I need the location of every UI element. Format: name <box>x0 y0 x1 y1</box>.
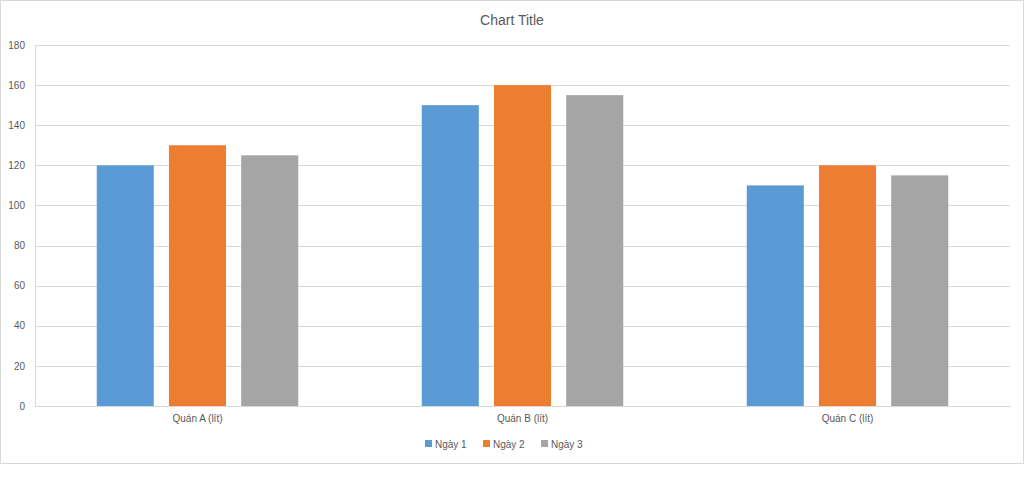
y-tick: 120 <box>8 160 35 171</box>
chart-frame <box>1 1 1024 464</box>
y-tick-label: 160 <box>8 80 25 91</box>
x-axis: Quán A (lít) Quán B (lít) Quán C (lít) <box>36 406 1011 424</box>
grid-line <box>35 406 1010 407</box>
y-tick-label: 40 <box>14 320 26 331</box>
legend-item: Ngày 1 <box>425 439 467 450</box>
bar <box>97 165 154 406</box>
y-tick-label: 100 <box>8 200 25 211</box>
bar <box>169 145 226 406</box>
grid-line <box>35 45 1010 46</box>
x-axis-line <box>36 406 1011 407</box>
y-tick-label: 180 <box>8 40 25 51</box>
legend-label: Ngày 2 <box>493 439 525 450</box>
bars <box>97 85 949 406</box>
bar <box>891 175 948 406</box>
bar <box>422 105 479 406</box>
legend-swatch <box>541 440 548 447</box>
y-tick-label: 20 <box>14 361 26 372</box>
y-axis-line <box>35 46 36 407</box>
legend-item: Ngày 2 <box>483 439 525 450</box>
legend: Ngày 1 Ngày 2 Ngày 3 <box>425 439 583 450</box>
x-tick: Quán B (lít) <box>497 406 548 424</box>
y-tick: 20 <box>14 361 35 372</box>
y-tick-label: 60 <box>14 280 26 291</box>
legend-item: Ngày 3 <box>541 439 583 450</box>
x-tick: Quán C (lít) <box>822 406 874 424</box>
x-tick-label: Quán B (lít) <box>497 413 548 424</box>
y-axis: 0 20 40 60 80 100 120 140 160 180 <box>8 40 35 412</box>
bar <box>747 185 804 406</box>
bar <box>241 155 298 406</box>
bar <box>566 95 623 406</box>
legend-label: Ngày 3 <box>551 439 583 450</box>
legend-label: Ngày 1 <box>435 439 467 450</box>
legend-swatch <box>483 440 490 447</box>
y-tick: 80 <box>14 240 35 251</box>
y-tick: 140 <box>8 120 35 131</box>
y-tick: 60 <box>14 280 35 291</box>
x-tick: Quán A (lít) <box>172 406 222 424</box>
grid <box>35 46 1010 407</box>
y-tick-label: 0 <box>19 401 25 412</box>
y-tick: 160 <box>8 80 35 91</box>
y-tick: 0 <box>19 401 35 412</box>
legend-swatch <box>425 440 432 447</box>
x-tick-label: Quán A (lít) <box>172 413 222 424</box>
y-tick-label: 80 <box>14 240 26 251</box>
y-tick: 100 <box>8 200 35 211</box>
y-tick: 180 <box>8 40 35 51</box>
y-tick-label: 140 <box>8 120 25 131</box>
x-tick-label: Quán C (lít) <box>822 413 874 424</box>
bar <box>819 165 876 406</box>
bar <box>494 85 551 406</box>
y-tick-label: 120 <box>8 160 25 171</box>
y-tick: 40 <box>14 320 35 331</box>
chart-title: Chart Title <box>480 12 544 28</box>
